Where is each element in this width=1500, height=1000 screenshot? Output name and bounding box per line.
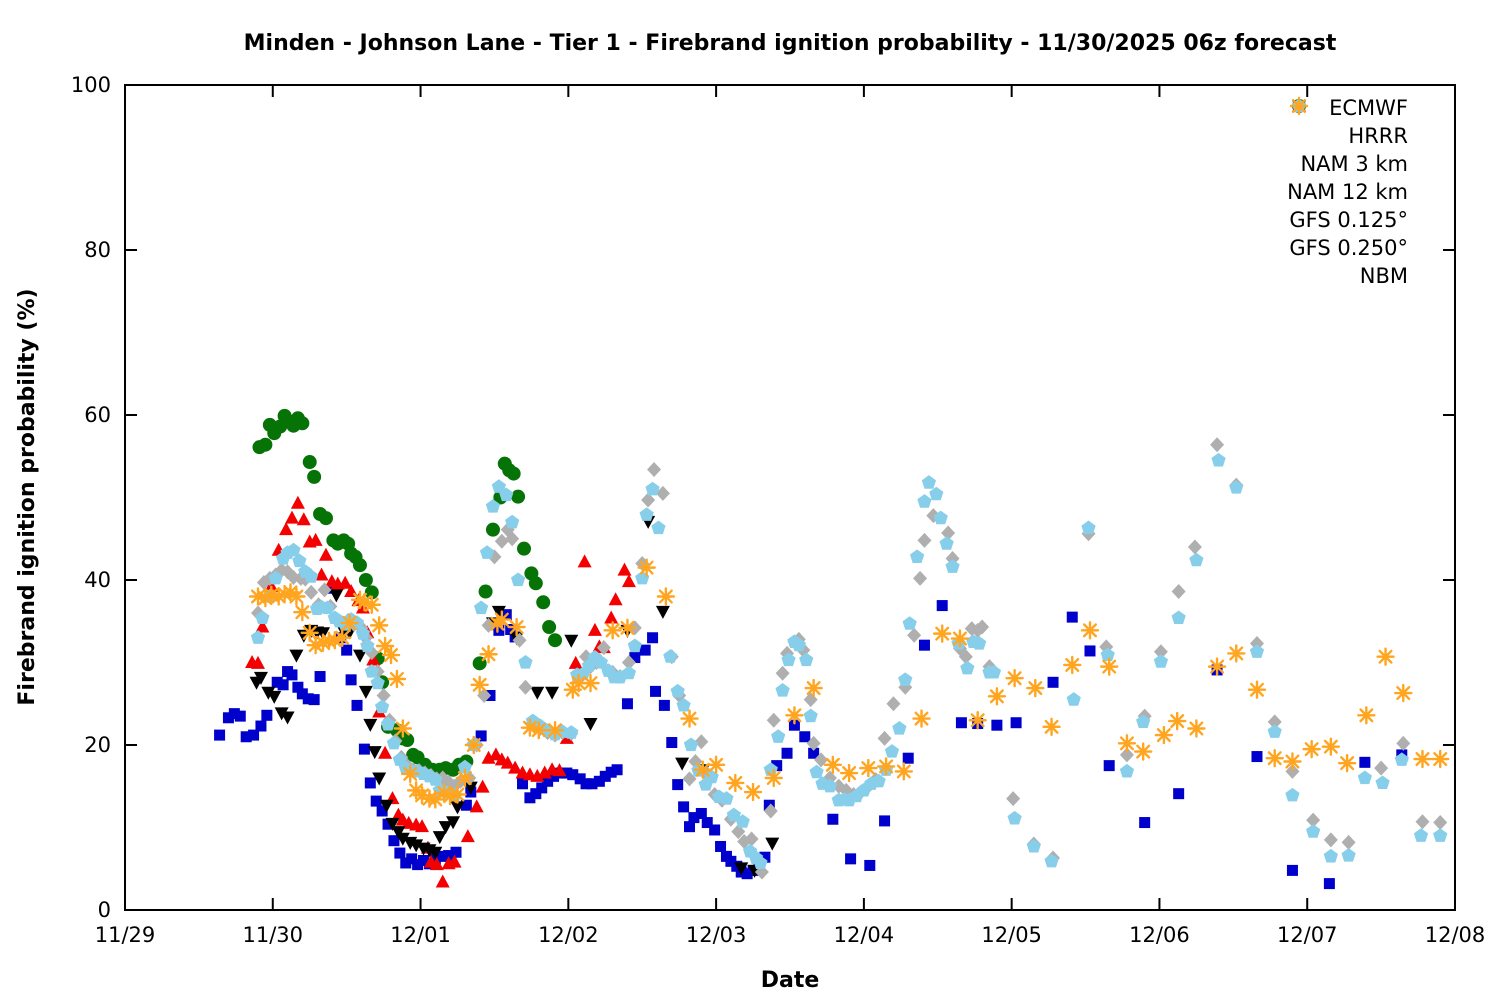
x-tick-label: 12/08 (1425, 923, 1486, 947)
legend-item-nam-3km: NAM 3 km (1287, 98, 1408, 178)
x-axis-label: Date (761, 968, 820, 993)
x-tick-label: 12/06 (1129, 923, 1190, 947)
legend: ECMWF HRRR NAM 3 km NAM 12 km GFS 0.125°… (1287, 94, 1408, 290)
y-tick-label: 20 (84, 733, 111, 757)
legend-label: NBM (1359, 264, 1408, 288)
x-tick-label: 11/30 (243, 923, 304, 947)
y-tick-label: 40 (84, 568, 111, 592)
y-tick-label: 60 (84, 403, 111, 427)
x-tick-label: 12/02 (538, 923, 599, 947)
legend-item-hrrr: HRRR (1287, 99, 1408, 150)
chart-title: Minden - Johnson Lane - Tier 1 - Firebra… (244, 31, 1337, 56)
x-tick-label: 11/29 (95, 923, 156, 947)
y-axis-label: Firebrand ignition probability (%) (15, 288, 40, 705)
y-tick-label: 0 (98, 898, 111, 922)
legend-label: GFS 0.250° (1289, 236, 1408, 260)
legend-label: NAM 3 km (1300, 152, 1408, 176)
legend-label: NAM 12 km (1287, 180, 1408, 204)
x-tick-label: 12/03 (686, 923, 747, 947)
series-gfs-0-125- (251, 437, 1448, 880)
plot-points (214, 408, 1450, 890)
legend-item-nbm: NBM (1287, 96, 1408, 290)
x-tick-label: 12/04 (834, 923, 895, 947)
legend-label: ECMWF (1329, 96, 1408, 120)
legend-label: GFS 0.125° (1289, 208, 1408, 232)
legend-item-gfs-0250: GFS 0.250° (1287, 98, 1408, 262)
y-tick-label: 100 (71, 73, 111, 97)
x-tick-label: 12/05 (981, 923, 1042, 947)
series-nbm (248, 558, 1450, 809)
x-tick-label: 12/01 (390, 923, 451, 947)
asterisk-marker-icon (1289, 96, 1309, 116)
plot-frame: 11/29 11/30 12/01 12/02 12/03 12/04 12/05 12/06… (71, 73, 1485, 947)
legend-item-nam-12km: NAM 12 km (1287, 100, 1408, 206)
legend-label: HRRR (1348, 124, 1408, 148)
series-nam-12-km (249, 515, 780, 878)
legend-item-gfs-0125: GFS 0.125° (1287, 98, 1408, 234)
y-tick-label: 80 (84, 238, 111, 262)
x-tick-label: 12/07 (1277, 923, 1338, 947)
